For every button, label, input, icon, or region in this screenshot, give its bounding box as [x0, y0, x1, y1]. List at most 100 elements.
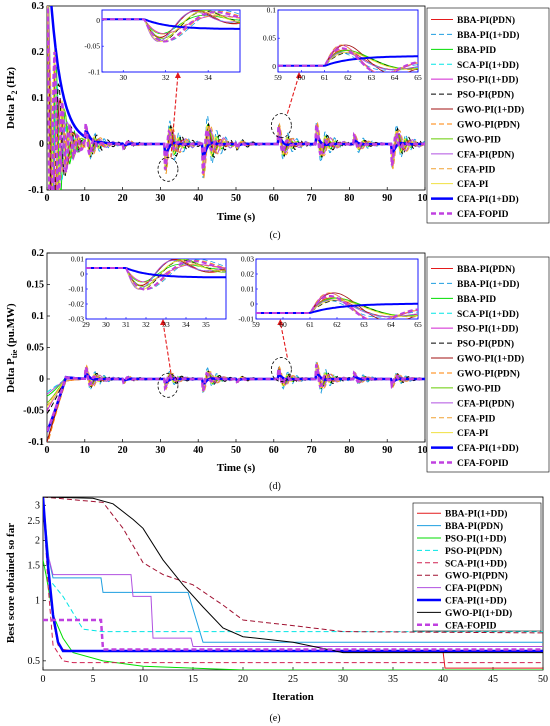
c-xtick-label: 40	[193, 193, 203, 204]
d-zoom-arrowhead	[277, 319, 284, 325]
d-legend-label: PSO-PI(1+DD)	[457, 324, 518, 335]
d-inset2-ytick-label: 0.01	[241, 285, 254, 294]
d-inset1-xtick-label: 35	[202, 320, 210, 329]
d-xtick-label: 10	[80, 445, 90, 456]
d-inset2-xtick-label: 61	[306, 320, 314, 329]
panel-d-axes: 0 10 20 30 40 50 60 70 80 90 100 -0.1 -0.05 0 0.05 0.1 0…	[23, 248, 432, 456]
panel-d-xlabel: Time (s)	[217, 462, 256, 474]
c-zoom-arrowhead	[296, 72, 302, 78]
e-series-line	[43, 497, 543, 634]
panel-d-inset-1: 29 30 31 32 33 34 35 -0.03 -0.02 -0.01 0 0.01	[68, 255, 227, 329]
e-legend-label: CFA-FOPID	[445, 621, 497, 631]
panel-d-series	[47, 360, 425, 442]
c-xtick-label: 60	[269, 193, 279, 204]
e-xtick-label: 20	[238, 674, 248, 685]
e-legend-label: GWO-PI(PDN)	[445, 571, 508, 582]
d-ytick-label: 0.05	[27, 343, 45, 354]
e-ytick-label: 0.5	[28, 656, 41, 667]
d-xtick-label: 80	[344, 445, 354, 456]
c-legend-label: PSO-PI(1+DD)	[457, 75, 518, 86]
e-legend-label: BBA-PI(1+DD)	[445, 509, 507, 520]
e-ytick-label: 2.5	[28, 516, 41, 527]
panel-e-xlabel: Iteration	[272, 691, 314, 703]
d-inset1-ytick-label: 0.01	[71, 255, 84, 264]
panel-c-xlabel: Time (s)	[217, 211, 256, 223]
e-legend-label: PSO-PI(1+DD)	[445, 534, 506, 545]
d-inset1-ytick-label: -0.01	[68, 285, 84, 294]
d-legend-label: CFA-PI(1+DD)	[457, 443, 519, 454]
panel-e-legend: BBA-PI(1+DD)BBA-PI(PDN) PSO-PI(1+DD)PSO-P…	[412, 502, 542, 632]
d-xtick-label: 40	[193, 445, 203, 456]
d-legend-box	[426, 256, 550, 473]
panel-c-ylabel: Delta P2 (Hz)	[5, 67, 19, 129]
c-inset1-series-line	[102, 10, 240, 42]
e-legend-label: BBA-PI(PDN)	[445, 521, 503, 532]
c-legend-label: CFA-PI(1+DD)	[457, 194, 519, 205]
d-xtick-label: 100	[418, 445, 433, 456]
c-legend-label: GWO-PID	[457, 135, 501, 145]
d-ytick-label: -0.1	[28, 437, 44, 448]
e-series-line	[43, 497, 543, 653]
d-legend-label: GWO-PID	[457, 384, 501, 394]
d-inset2-xtick-label: 60	[279, 320, 287, 329]
c-inset1-series-line	[102, 15, 240, 35]
c-inset2-xtick-label: 59	[274, 73, 282, 82]
d-inset2-ytick-label: 0.02	[241, 270, 254, 279]
c-legend-label: CFA-PID	[457, 165, 495, 175]
c-inset2-ytick-label: 0.05	[263, 34, 276, 43]
c-zoom-arrowhead	[174, 72, 181, 78]
e-legend-label: CFA-PI(1+DD)	[445, 596, 507, 607]
panel-c-axes: 0 10 20 30 40 50 60 70 80 90 100-0.100.10.20.3	[28, 1, 432, 204]
e-ytick-label: 1.5	[28, 560, 41, 571]
d-legend-label: CFA-PI	[457, 429, 489, 439]
panel-d-chart: 0 10 20 30 40 50 60 70 80 90 100 -0.1 -0.05 0 0.05 0.1 0…	[5, 248, 550, 492]
d-inset1-ytick-label: 0	[80, 270, 84, 279]
d-inset1-xtick-label: 31	[122, 320, 130, 329]
d-inset1-series-line	[86, 259, 226, 290]
d-inset2-frame	[255, 258, 419, 320]
c-inset1-xtick-label: 34	[204, 73, 212, 82]
e-xtick-label: 40	[438, 674, 448, 685]
d-inset1-ytick-label: -0.02	[68, 300, 84, 309]
panel-c-chart: 0 10 20 30 40 50 60 70 80 90 100-0.100.10.20.3 30 3…	[5, 1, 550, 241]
d-legend-label: CFA-FOPID	[457, 459, 509, 469]
c-ytick-label: 0.2	[32, 47, 45, 58]
d-xtick-label: 70	[307, 445, 317, 456]
d-inset1-series-line	[86, 267, 226, 279]
c-zoom-ellipse	[157, 156, 179, 182]
d-ytick-label: 0	[39, 374, 44, 385]
d-legend-label: PSO-PI(PDN)	[457, 339, 514, 350]
d-zoom-ellipse	[270, 357, 292, 382]
e-xtick-label: 30	[338, 674, 348, 685]
panel-e-label: (e)	[269, 713, 280, 724]
d-zoom-ellipse	[157, 372, 179, 398]
e-ytick-label: 2	[35, 535, 40, 546]
c-inset2-xtick-label: 62	[344, 73, 352, 82]
d-xtick-label: 30	[155, 445, 165, 456]
e-xtick-label: 35	[388, 674, 398, 685]
c-legend-label: CFA-FOPID	[457, 210, 509, 220]
d-inset2-ytick-label: 0	[250, 300, 254, 309]
e-series-line	[43, 497, 543, 647]
c-inset1-series-line	[102, 18, 240, 30]
e-xtick-label: 5	[91, 674, 96, 685]
c-xtick-label: 30	[155, 193, 165, 204]
c-ytick-label: 0.3	[32, 1, 45, 12]
c-inset1-xtick-label: 30	[119, 73, 127, 82]
d-inset1-xtick-label: 30	[102, 320, 110, 329]
panel-e-chart: 0 5 10 15 20 25 30 35 40 45 50 0.5 1 1.5 2 2.5 3 BBA-PI(…	[5, 496, 548, 724]
c-inset2-xtick-label: 61	[321, 73, 329, 82]
c-zoom-ellipse	[270, 113, 292, 138]
d-inset2-xtick-label: 64	[387, 320, 395, 329]
d-inset1-xtick-label: 32	[142, 320, 150, 329]
panel-d-ylabel: Delta Ptie (pu.MW)	[5, 303, 19, 393]
d-xtick-label: 0	[45, 445, 50, 456]
d-ytick-label: 0.1	[32, 311, 45, 322]
d-ytick-label: 0.15	[27, 280, 45, 291]
c-inset1-xtick-label: 32	[162, 73, 170, 82]
c-inset1-series-line	[102, 11, 240, 43]
c-legend-label: BBA-PID	[457, 46, 496, 56]
c-inset2-series-line	[278, 44, 418, 72]
c-legend-label: GWO-PI(1+DD)	[457, 105, 524, 116]
c-legend-label: BBA-PI(1+DD)	[457, 30, 519, 41]
